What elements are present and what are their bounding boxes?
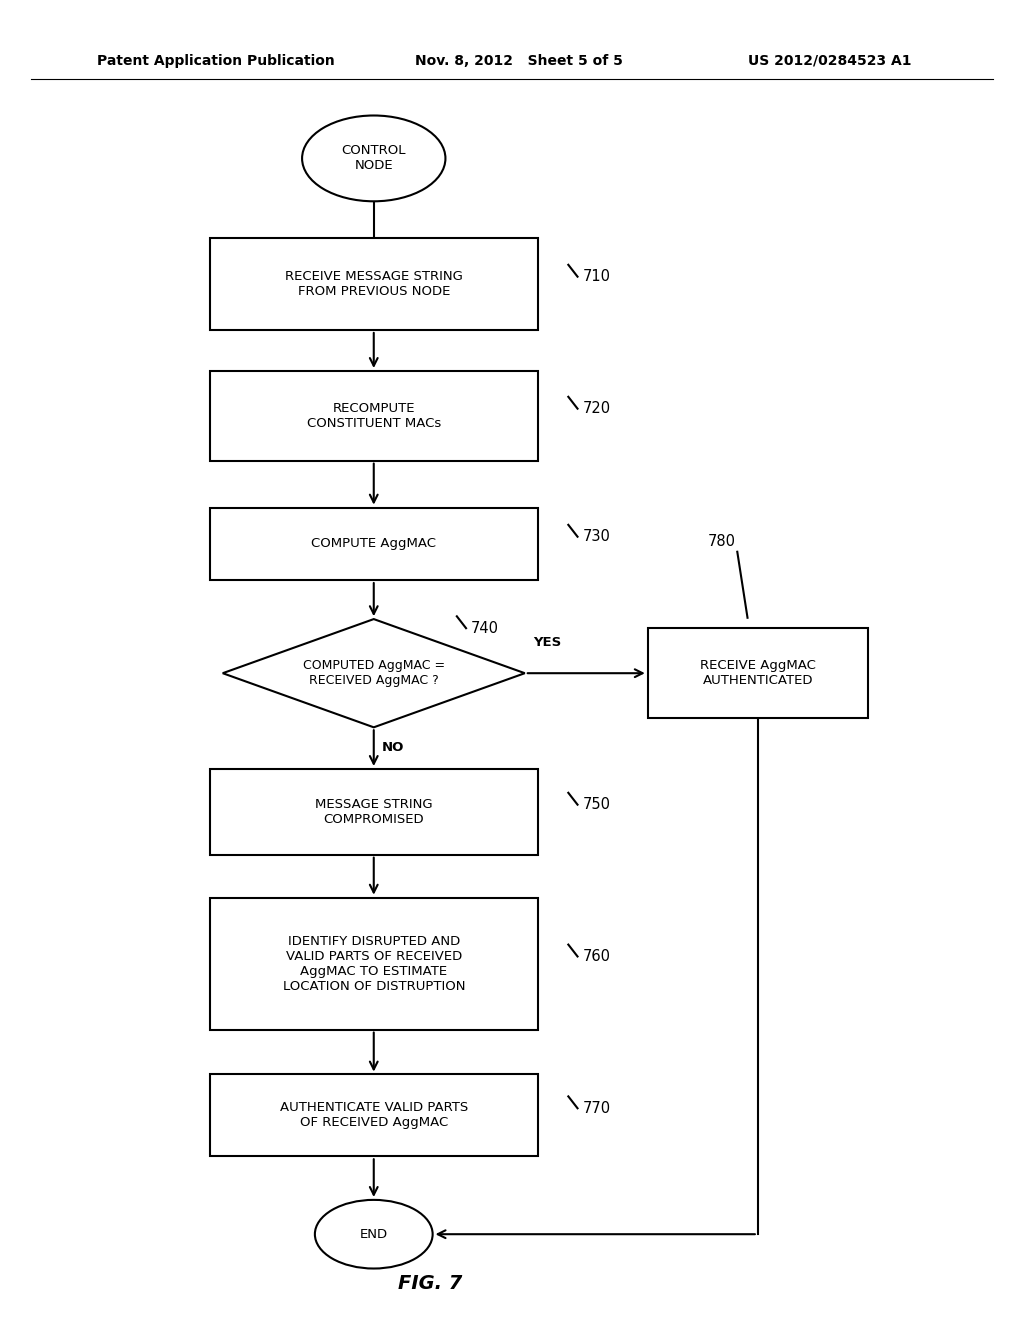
Text: 760: 760 — [583, 949, 610, 964]
Text: 780: 780 — [708, 533, 736, 549]
Bar — [210, 898, 538, 1030]
Text: 710: 710 — [583, 269, 610, 284]
Text: 750: 750 — [583, 797, 610, 812]
Text: 720: 720 — [583, 401, 610, 416]
Text: IDENTIFY DISRUPTED AND
VALID PARTS OF RECEIVED
AggMAC TO ESTIMATE
LOCATION OF DI: IDENTIFY DISRUPTED AND VALID PARTS OF RE… — [283, 935, 465, 993]
Text: YES: YES — [532, 636, 561, 649]
Text: AUTHENTICATE VALID PARTS
OF RECEIVED AggMAC: AUTHENTICATE VALID PARTS OF RECEIVED Agg… — [280, 1101, 468, 1130]
Polygon shape — [223, 619, 524, 727]
Text: COMPUTED AggMAC =
RECEIVED AggMAC ?: COMPUTED AggMAC = RECEIVED AggMAC ? — [303, 659, 444, 688]
Text: Patent Application Publication: Patent Application Publication — [97, 54, 335, 67]
Text: CONTROL
NODE: CONTROL NODE — [342, 144, 406, 173]
Text: RECOMPUTE
CONSTITUENT MACs: RECOMPUTE CONSTITUENT MACs — [306, 401, 441, 430]
Bar — [210, 768, 538, 855]
Text: MESSAGE STRING
COMPROMISED: MESSAGE STRING COMPROMISED — [315, 797, 432, 826]
Bar — [647, 628, 867, 718]
Text: 730: 730 — [583, 529, 610, 544]
Bar — [210, 507, 538, 581]
Bar — [210, 371, 538, 461]
Text: Nov. 8, 2012   Sheet 5 of 5: Nov. 8, 2012 Sheet 5 of 5 — [415, 54, 623, 67]
Bar — [210, 238, 538, 330]
Text: 740: 740 — [471, 620, 499, 636]
Text: US 2012/0284523 A1: US 2012/0284523 A1 — [748, 54, 911, 67]
Text: NO: NO — [382, 741, 404, 754]
Text: FIG. 7: FIG. 7 — [398, 1274, 462, 1292]
Bar — [210, 1074, 538, 1156]
Ellipse shape — [315, 1200, 432, 1269]
Text: COMPUTE AggMAC: COMPUTE AggMAC — [311, 537, 436, 550]
Text: END: END — [359, 1228, 388, 1241]
Text: RECEIVE AggMAC
AUTHENTICATED: RECEIVE AggMAC AUTHENTICATED — [699, 659, 816, 688]
Ellipse shape — [302, 116, 445, 202]
Text: RECEIVE MESSAGE STRING
FROM PREVIOUS NODE: RECEIVE MESSAGE STRING FROM PREVIOUS NOD… — [285, 269, 463, 298]
Text: 770: 770 — [583, 1101, 610, 1115]
